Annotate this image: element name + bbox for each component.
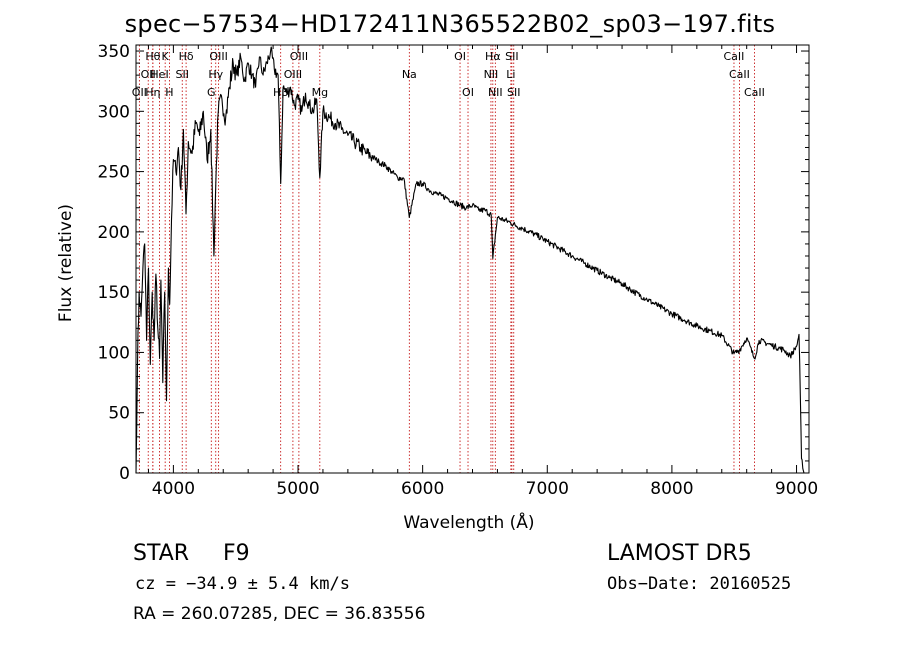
x-tick-label: 5000 <box>276 479 319 499</box>
x-axis-label: Wavelength (Å) <box>403 511 534 533</box>
chart-title: spec−57534−HD172411N365522B02_sp03−197.f… <box>124 10 776 38</box>
line-marker-label: OII <box>141 68 156 81</box>
x-tick-label: 9000 <box>775 479 818 499</box>
line-marker-label: OIII <box>209 50 227 63</box>
line-marker-label: G <box>207 86 216 99</box>
line-marker-label: K <box>162 50 170 63</box>
line-marker-label: SII <box>175 68 188 81</box>
y-tick-label: 50 <box>108 404 130 424</box>
x-tick-label: 8000 <box>650 479 693 499</box>
y-tick-label: 350 <box>98 42 130 62</box>
line-marker-label: CaII <box>724 50 745 63</box>
line-marker-label: CaII <box>729 68 750 81</box>
line-marker-label: OI <box>462 86 474 99</box>
line-marker-label: OIII <box>284 68 302 81</box>
object-subclass: F9 <box>223 541 250 566</box>
line-marker-label: SII <box>505 50 518 63</box>
line-marker-label: OI <box>454 50 466 63</box>
redshift-text: cz = −34.9 ± 5.4 km/s <box>135 574 350 594</box>
line-marker-label: Hη <box>145 86 160 99</box>
line-marker-label: NII <box>484 68 499 81</box>
line-marker-label: HeI <box>150 68 168 81</box>
line-marker-label: Hβ <box>273 86 288 99</box>
y-axis-label: Flux (relative) <box>56 204 76 322</box>
x-axis-ticks: 4000 5000 6000 7000 8000 9000 <box>147 45 818 499</box>
plot-frame <box>135 44 810 474</box>
object-class: STAR <box>133 541 190 566</box>
line-marker-label: SII <box>507 86 520 99</box>
line-marker-label: Hγ <box>208 68 223 81</box>
line-marker-label: Na <box>402 68 417 81</box>
y-tick-label: 100 <box>98 343 130 363</box>
line-marker-label: H <box>165 86 173 99</box>
line-marker-label: CaII <box>744 86 765 99</box>
obs-date: Obs−Date: 20160525 <box>607 574 792 594</box>
spectral-line-labels: OIIOIIHθHηHeIKHSIIHδGHγOIIIHβOIIIOIIIMgN… <box>132 50 765 99</box>
x-tick-label: 6000 <box>401 479 444 499</box>
line-marker-label: Hα <box>485 50 501 63</box>
y-tick-label: 0 <box>119 464 130 484</box>
line-marker-label: Hδ <box>179 50 194 63</box>
y-tick-label: 300 <box>98 102 130 122</box>
line-marker-label: Mg <box>312 86 328 99</box>
y-axis-ticks: 0 50 100 150 200 250 300 350 <box>98 42 809 484</box>
x-tick-label: 4000 <box>152 479 195 499</box>
survey-name: LAMOST DR5 <box>607 541 752 566</box>
line-marker-label: Li <box>506 68 515 81</box>
y-tick-label: 250 <box>98 163 130 183</box>
spectral-line-markers <box>138 45 755 473</box>
y-tick-label: 150 <box>98 283 130 303</box>
coordinates: RA = 260.07285, DEC = 36.83556 <box>133 604 426 624</box>
line-marker-label: OIII <box>290 50 308 63</box>
line-marker-label: Hθ <box>145 50 160 63</box>
y-tick-label: 200 <box>98 223 130 243</box>
x-tick-label: 7000 <box>526 479 569 499</box>
spectrum-line <box>135 46 805 474</box>
line-marker-label: NII <box>488 86 503 99</box>
